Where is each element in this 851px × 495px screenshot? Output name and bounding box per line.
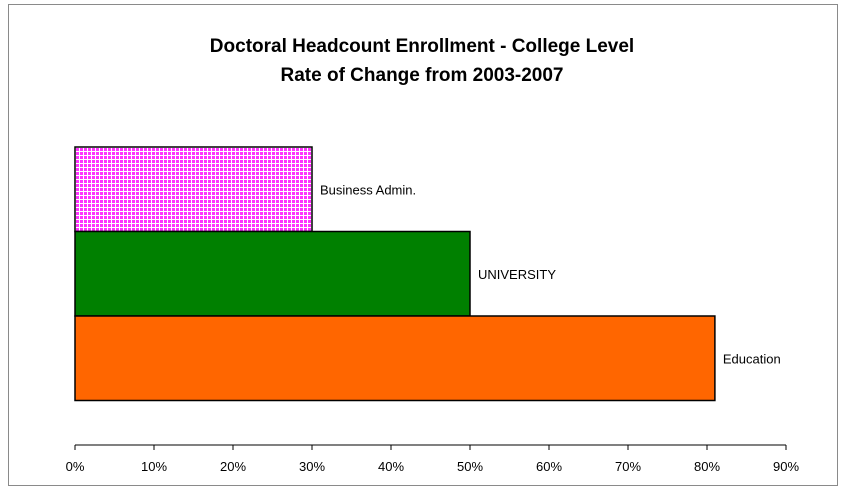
bar-label: UNIVERSITY — [478, 267, 556, 282]
bar-label: Education — [723, 351, 781, 366]
x-tick-label: 50% — [457, 459, 483, 474]
x-tick-label: 30% — [299, 459, 325, 474]
x-tick-label: 40% — [378, 459, 404, 474]
bar-business-admin — [74, 146, 313, 233]
bars-group: Business Admin. UNIVERSITY Education — [74, 146, 781, 402]
x-tick-label: 0% — [66, 459, 85, 474]
x-tick-label: 70% — [615, 459, 641, 474]
bar-university — [74, 230, 471, 317]
chart-title-line-2: Rate of Change from 2003-2007 — [281, 65, 564, 86]
bar-education — [74, 315, 716, 402]
x-tick-label: 90% — [773, 459, 799, 474]
x-tick-label: 80% — [694, 459, 720, 474]
x-tick-label: 20% — [220, 459, 246, 474]
x-tick-label: 10% — [141, 459, 167, 474]
bar-label: Business Admin. — [320, 182, 416, 197]
chart-title-line-1: Doctoral Headcount Enrollment - College … — [210, 36, 634, 57]
x-axis: 0% 10% 20% 30% 40% 50% 60% 70% 80% 90% — [66, 444, 799, 474]
x-tick-label: 60% — [536, 459, 562, 474]
